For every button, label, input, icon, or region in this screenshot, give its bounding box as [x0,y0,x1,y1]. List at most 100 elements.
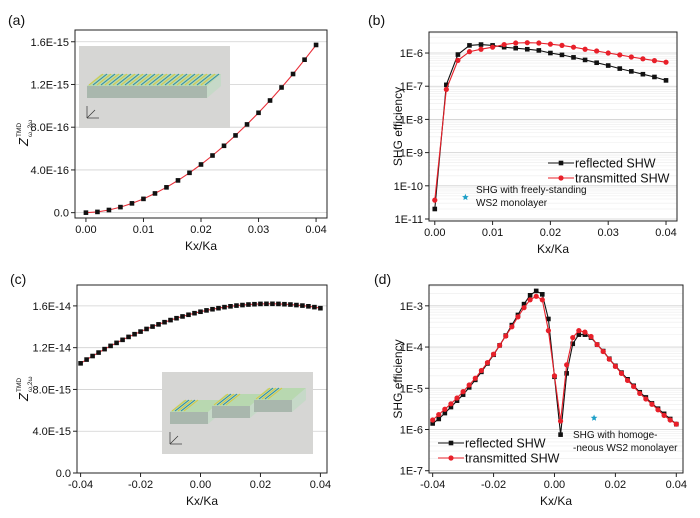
monolayer-stripe [174,399,190,412]
data-point [631,383,637,390]
monolayer-stripe [192,73,208,86]
data-point [617,66,623,71]
data-point [570,44,577,50]
monolayer-stripe [168,73,184,86]
data-point [489,44,496,50]
data-point [442,410,448,416]
data-point [582,57,588,63]
data-point [547,41,553,47]
data-point [442,406,448,412]
slab-front [127,86,167,98]
data-point [521,305,527,311]
x-axis-label: Kx/Ka [186,494,218,508]
monolayer-stripe [261,387,277,400]
monolayer-stripe [148,73,164,86]
y-tick-label: 1E-6 [400,48,423,60]
data-point [557,418,564,424]
x-tick-label: 0.04 [666,479,687,491]
monolayer-stripe [92,73,108,86]
data-point [436,416,442,422]
y-tick-label: 4.0E-16 [30,165,69,177]
axis-y-icon [86,109,96,119]
data-point [655,407,661,413]
data-point [168,317,173,323]
data-point [432,197,438,203]
monolayer-stripe [180,73,196,86]
data-point [618,370,625,376]
y-label-base: Z [16,392,31,402]
monolayer-stripe [196,73,212,86]
slab-side [292,388,306,412]
data-point [640,56,646,62]
data-point [536,48,542,53]
monolayer-stripe [188,73,204,86]
y-tick-label: 1.6E-14 [32,301,71,313]
data-point [432,206,438,212]
data-point [513,45,519,51]
data-point [313,42,319,48]
monolayer-stripe [183,399,199,412]
y-label-sup: TMD [16,123,23,137]
annotation-text: -neous WS2 monolayer [573,443,678,454]
data-point [663,78,669,83]
x-axis-label: Kx/Ka [537,242,569,256]
legend-label: reflected SHW [465,437,546,451]
monolayer-stripe [200,73,216,86]
data-point [536,40,542,46]
data-point [156,322,161,327]
data-point [244,122,250,127]
data-point [606,356,612,362]
data-point [152,191,158,196]
x-tick-label: 0.00 [75,224,96,236]
data-point [204,308,209,313]
legend-marker [448,440,454,446]
y-tick-label: 4.0E-15 [32,426,71,438]
data-point [144,326,149,332]
data-point [228,304,233,309]
data-point [582,329,588,335]
data-point [559,42,565,48]
data-point [282,301,287,307]
data-point [164,185,169,190]
x-tick-label: 0.02 [605,479,626,491]
data-point [126,334,131,340]
data-point [234,303,239,308]
data-point [102,346,107,352]
data-point [132,331,137,337]
data-point [138,329,143,334]
data-point [258,301,263,307]
x-axis-label: Kx/Ka [185,239,217,253]
data-point [539,292,545,297]
data-point [661,412,667,418]
data-point [515,314,521,320]
data-point [570,341,576,347]
panel-a: 0.00 0.01 0.02 0.03 0.04 0.0 4.0E-16 8.0E-16 1.2… [8,12,328,253]
x-tick-label: -0.04 [68,479,93,491]
monolayer-stripe [132,73,148,86]
data-point [162,319,167,325]
monolayer-stripe [258,387,274,400]
data-point [551,373,558,379]
monolayer-stripe [140,73,156,86]
y-tick-label: 8.0E-15 [32,384,71,396]
data-point [588,333,594,340]
data-point [637,390,643,397]
data-point [96,350,101,355]
data-point [233,133,238,138]
data-point [513,40,519,46]
data-point [270,301,275,307]
slab-side [207,74,221,98]
monolayer-stripe [136,73,152,86]
monolayer-stripe [184,73,200,86]
data-point [643,396,649,402]
data-point [306,304,311,309]
x-tick-label: 0.02 [250,479,271,491]
data-point [490,351,497,357]
data-point [454,395,460,401]
data-point [294,302,299,308]
x-tick-label: 0.00 [544,479,565,491]
x-tick-label: -0.02 [128,479,153,491]
monolayer-stripe [222,393,238,406]
star-marker [590,414,598,421]
data-point [198,309,203,315]
